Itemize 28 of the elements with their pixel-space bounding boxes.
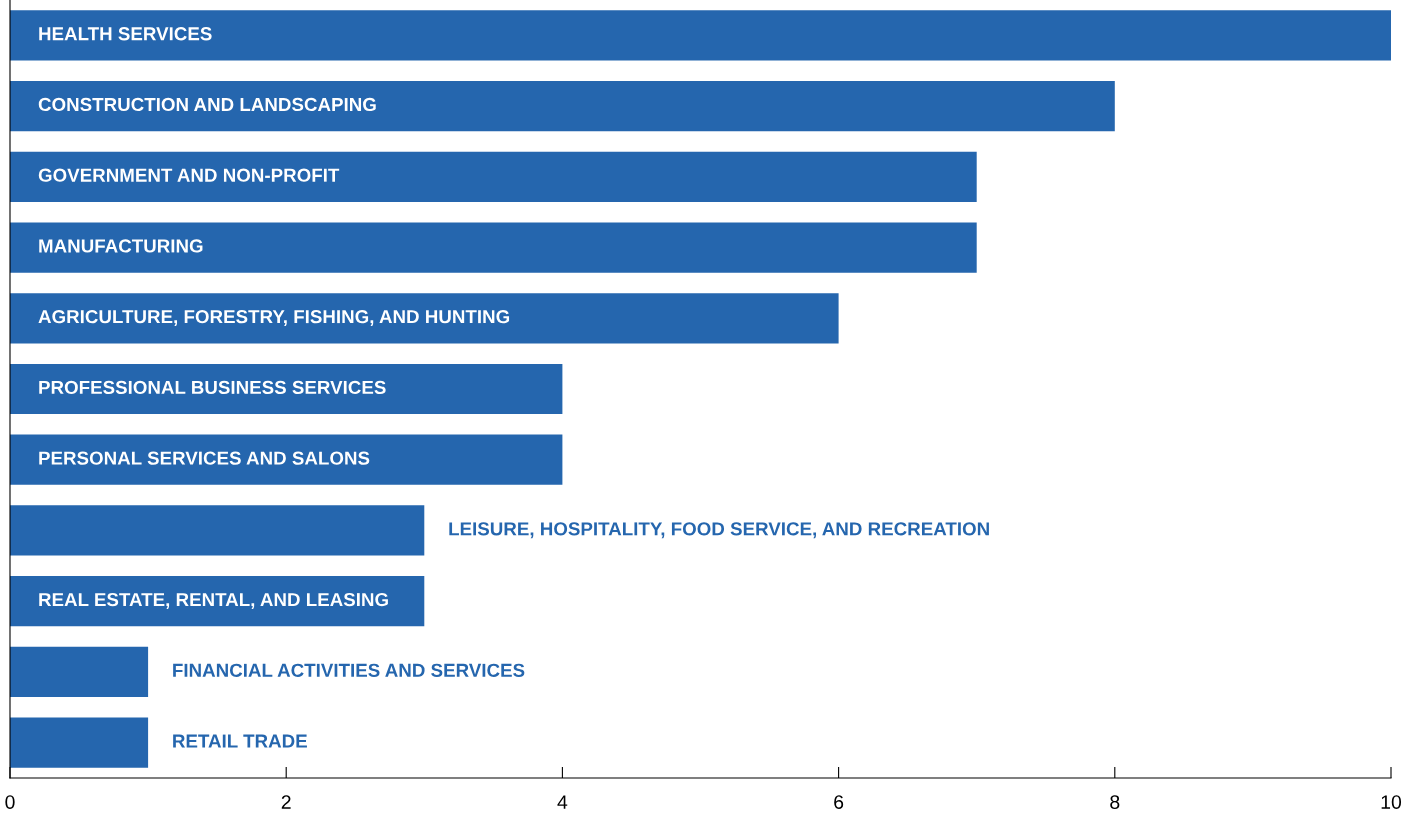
bar <box>10 505 425 556</box>
bar <box>10 80 1115 132</box>
y-tick-label: RETAIL TRADE <box>173 734 307 748</box>
x-tick-label: 8 <box>1110 795 1120 809</box>
bar <box>10 576 425 627</box>
y-tick-label: HEALTH SERVICES <box>39 27 212 41</box>
bar <box>10 717 149 768</box>
bar <box>10 293 839 344</box>
bar <box>10 222 977 273</box>
bar <box>10 434 563 485</box>
y-tick-label: MANUFACTURING <box>39 239 203 253</box>
x-tick-label: 2 <box>281 795 291 809</box>
bar <box>10 363 563 415</box>
x-tick-label: 10 <box>1381 795 1402 809</box>
bar <box>10 151 977 202</box>
x-tick-label: 4 <box>557 795 568 809</box>
y-tick-label: PROFESSIONAL BUSINESS SERVICES <box>39 380 386 395</box>
x-tick-label: 0 <box>5 795 15 809</box>
x-tick-label: 6 <box>834 795 844 809</box>
y-tick-label: LEISURE, HOSPITALITY, FOOD SERVICE, AND RECREATION <box>449 522 989 539</box>
y-tick-label: PERSONAL SERVICES AND SALONS <box>39 451 370 465</box>
y-tick-label: FINANCIAL ACTIVITIES AND SERVICES <box>173 663 525 677</box>
y-tick-label: CONSTRUCTION AND LANDSCAPING <box>38 97 376 112</box>
y-tick-label: REAL ESTATE, RENTAL, AND LEASING <box>39 592 388 609</box>
bar <box>10 10 1391 61</box>
y-tick-label: GOVERNMENT AND NON-PROFIT <box>38 168 340 182</box>
bar <box>10 646 149 698</box>
y-tick-label: AGRICULTURE, FORESTRY, FISHING, AND HUNTING <box>38 310 510 327</box>
